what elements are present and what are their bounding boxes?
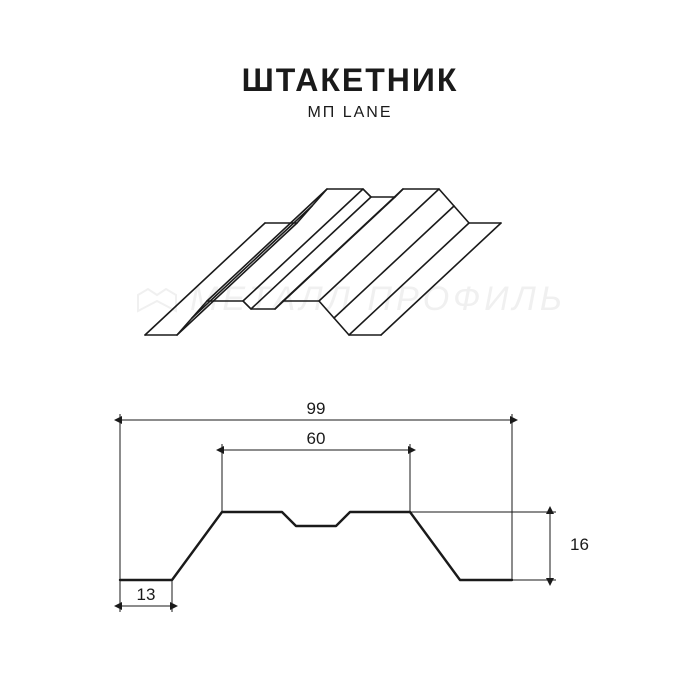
cross-section-view: 99 60 13 16: [100, 400, 600, 620]
profile-outline: [120, 512, 512, 580]
dim-height: 16: [570, 535, 589, 554]
dim-top-width: 60: [307, 429, 326, 448]
isometric-view: [135, 165, 565, 355]
page-subtitle: МП LANE: [0, 104, 700, 122]
dim-flange: 13: [137, 585, 156, 604]
dim-outer-width: 99: [307, 400, 326, 418]
page-title: ШТАКЕТНИК: [0, 62, 700, 99]
